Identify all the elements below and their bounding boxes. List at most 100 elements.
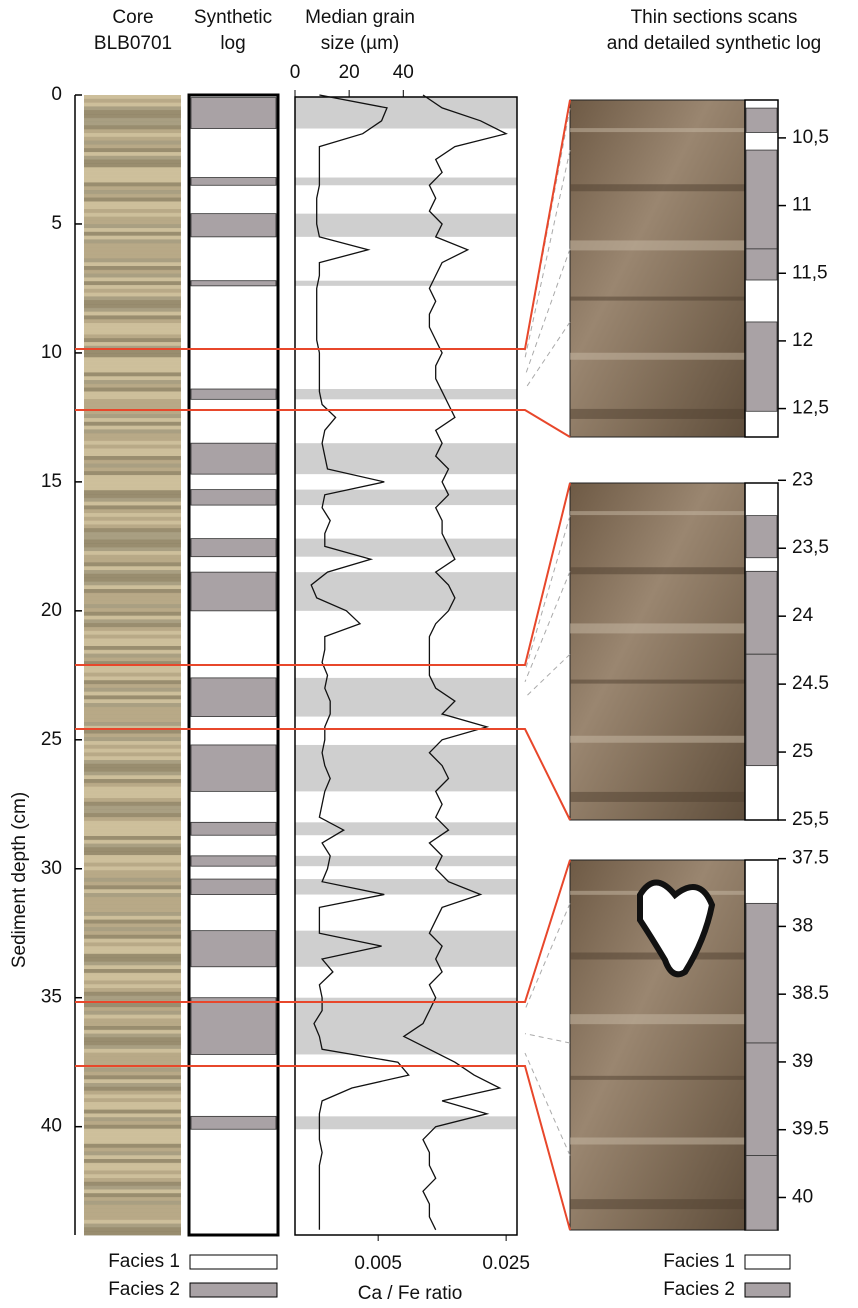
core-stripe — [84, 1162, 181, 1168]
y-tick-label: 38.5 — [792, 983, 829, 1004]
plot-band — [295, 97, 517, 129]
core-stripe — [84, 125, 181, 130]
core-stripe — [84, 353, 181, 358]
lamina — [570, 408, 745, 419]
core-stripe — [84, 1147, 181, 1152]
core-stripe — [84, 919, 181, 924]
connector — [524, 571, 571, 682]
core-stripe — [84, 623, 181, 628]
core-stripe — [84, 619, 181, 624]
core-stripe — [84, 330, 181, 335]
core-stripe — [84, 205, 181, 210]
core-stripe — [84, 1033, 181, 1038]
core-stripe — [84, 551, 181, 556]
core-stripe — [84, 482, 181, 487]
lamina — [570, 128, 745, 133]
lamina — [570, 240, 745, 251]
core-stripe — [84, 858, 181, 864]
core-stripe — [84, 463, 181, 468]
core-stripe — [84, 566, 181, 571]
y-tick-label: 5 — [51, 213, 62, 234]
core-stripe — [84, 532, 181, 537]
core-stripe — [84, 1060, 181, 1065]
y-tick-label: 39.5 — [792, 1119, 829, 1140]
core-stripe — [84, 1231, 181, 1236]
core-stripe — [84, 676, 181, 681]
core-stripe — [84, 1105, 181, 1111]
header: BLB0701 — [94, 33, 172, 54]
core-stripe — [84, 1204, 181, 1209]
facies-2-bed — [190, 388, 277, 400]
lamina — [570, 679, 745, 684]
core-stripe — [84, 269, 181, 275]
facies-2-bed — [190, 744, 277, 792]
core-stripe — [84, 585, 181, 590]
core-stripe — [84, 577, 181, 582]
core-stripe — [84, 383, 181, 389]
plot-band — [295, 744, 517, 792]
core-stripe — [84, 429, 181, 434]
y-tick-label: 38 — [792, 915, 813, 936]
facies-2-bed — [190, 878, 277, 895]
core-stripe — [84, 547, 181, 552]
core-stripe — [84, 687, 181, 693]
core-stripe — [84, 1193, 181, 1198]
core-stripe — [84, 368, 181, 373]
core-stripe — [84, 528, 181, 533]
y-tick-label: 10 — [41, 342, 62, 363]
core-stripe — [84, 756, 181, 761]
lamina — [570, 1199, 745, 1210]
core-stripe — [84, 182, 181, 187]
core-stripe — [84, 748, 181, 753]
core-stripe — [84, 456, 181, 461]
lamina — [570, 952, 745, 960]
core-stripe — [84, 874, 181, 879]
core-stripe — [84, 946, 181, 951]
y-tick-label: 30 — [41, 858, 62, 879]
core-stripe — [84, 1094, 181, 1099]
legend-label: Facies 1 — [108, 1251, 180, 1272]
core-stripe — [84, 938, 181, 943]
core-stripe — [84, 972, 181, 978]
core-stripe — [84, 786, 181, 791]
ca-fe-line — [402, 94, 508, 1231]
core-stripe — [84, 589, 181, 594]
core-stripe — [84, 136, 181, 142]
core-stripe — [84, 870, 181, 875]
core-stripe — [84, 1086, 181, 1092]
axis-label: Ca / Fe ratio — [358, 1283, 463, 1304]
core-stripe — [84, 824, 181, 829]
core-stripe — [84, 247, 181, 252]
core-stripe — [84, 934, 181, 940]
core-stripe — [84, 649, 181, 655]
core-stripe — [84, 862, 181, 867]
core-stripe — [84, 349, 181, 354]
core-stripe — [84, 1029, 181, 1035]
connector — [524, 248, 571, 377]
core-stripe — [84, 836, 181, 841]
core-stripe — [84, 296, 181, 301]
facies-2-bed — [745, 248, 778, 281]
plot-band — [295, 930, 517, 967]
core-stripe — [84, 1010, 181, 1016]
core-stripe — [84, 1022, 181, 1027]
core-stripe — [84, 604, 181, 609]
y-tick-label: 12,5 — [792, 398, 829, 419]
core-stripe — [84, 950, 181, 955]
core-stripe — [84, 904, 181, 909]
core-stripe — [84, 459, 181, 465]
y-tick-label: 0 — [51, 84, 62, 105]
core-stripe — [84, 444, 181, 449]
legend-label: Facies 2 — [108, 1279, 180, 1300]
core-stripe — [84, 896, 181, 902]
core-stripe — [84, 581, 181, 586]
core-stripe — [84, 391, 181, 396]
core-stripe — [84, 900, 181, 905]
core-stripe — [84, 877, 181, 883]
thin-section-scan — [569, 99, 746, 438]
axis-label: Sediment depth (cm) — [9, 792, 30, 968]
core-stripe — [84, 478, 181, 484]
core-stripe — [84, 843, 181, 848]
core-stripe — [84, 106, 181, 111]
core-stripe — [84, 657, 181, 662]
